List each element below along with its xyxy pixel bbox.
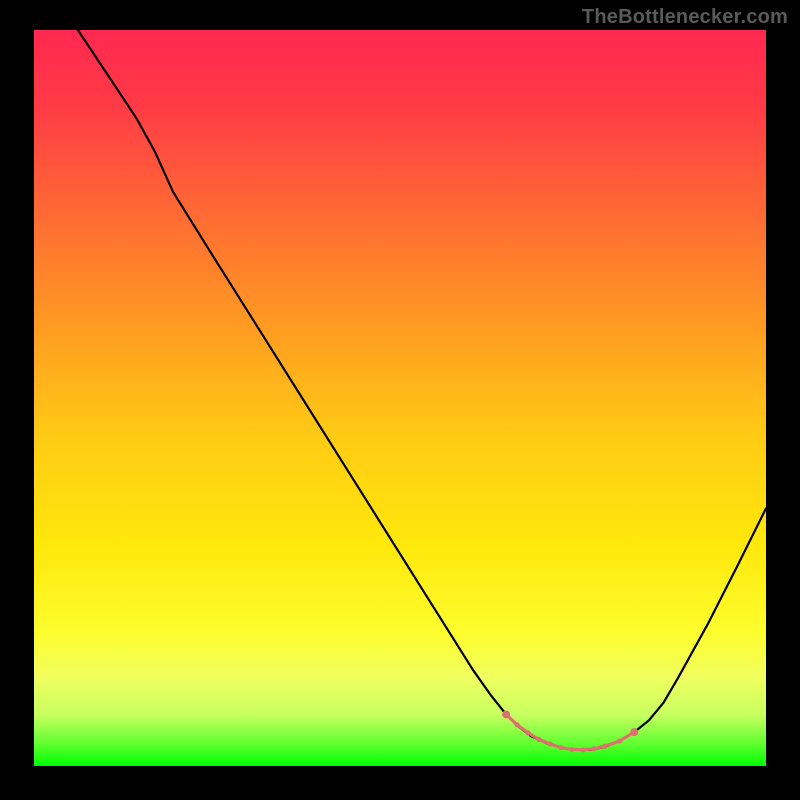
highlight-dot <box>536 737 541 742</box>
plot-area <box>34 30 766 766</box>
highlight-dot <box>569 747 574 752</box>
highlight-dot <box>580 747 585 752</box>
highlight-dot <box>602 744 607 749</box>
highlight-endpoint <box>630 728 638 736</box>
chart-container: TheBottlenecker.com <box>0 0 800 800</box>
highlight-markers <box>502 710 638 752</box>
highlight-endpoint <box>502 710 510 718</box>
highlight-dot <box>617 738 622 743</box>
highlight-dot <box>515 722 520 727</box>
watermark-label: TheBottlenecker.com <box>582 6 788 29</box>
highlight-dot <box>558 745 563 750</box>
optimal-range-highlight <box>506 714 634 749</box>
bottleneck-curve <box>34 30 766 766</box>
highlight-dot <box>526 730 531 735</box>
highlight-dot <box>591 746 596 751</box>
highlight-dot <box>547 741 552 746</box>
main-curve-path <box>78 30 766 750</box>
